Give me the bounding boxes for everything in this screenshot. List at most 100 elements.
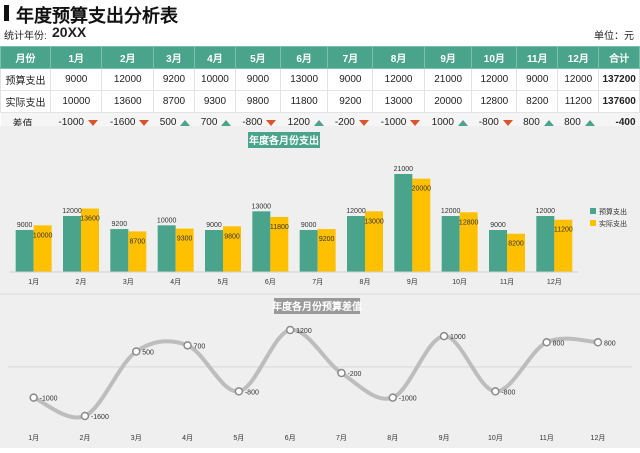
column-header: 合计 xyxy=(598,46,640,69)
diff-value: 700 xyxy=(200,117,218,129)
column-header: 2月 xyxy=(101,46,154,69)
table-header-row: 月份 1月 2月 3月 4月 5月 6月 7月 8月 9月 10月 11月 12… xyxy=(0,46,640,69)
table-row: 预算支出 9000 12000 9200 10000 9000 13000 90… xyxy=(0,68,640,91)
table-cell: 20000 xyxy=(423,90,473,113)
diff-point xyxy=(132,347,141,356)
bar-actual xyxy=(317,229,336,272)
column-header: 4月 xyxy=(193,46,236,69)
table-cell: 9200 xyxy=(152,68,195,91)
bar-actual xyxy=(412,178,431,272)
down-triangle-icon xyxy=(358,119,369,126)
diff-data-label: 1200 xyxy=(296,328,312,335)
x-tick-label: 9月 xyxy=(407,278,418,286)
up-triangle-icon xyxy=(543,119,554,126)
up-triangle-icon xyxy=(584,119,595,126)
diff-data-label: -800 xyxy=(245,389,259,396)
page-title: 年度预算支出分析表 xyxy=(16,6,178,26)
table-cell: 9000 xyxy=(516,68,559,91)
diff-data-label: 800 xyxy=(604,340,616,347)
diff-point xyxy=(388,393,397,402)
table-cell: 9000 xyxy=(234,68,281,91)
data-label-actual: 8700 xyxy=(130,238,146,245)
diff-data-label: 1000 xyxy=(450,334,466,341)
diff-value: 800 xyxy=(564,117,581,129)
x-tick-label: 4月 xyxy=(170,278,181,286)
data-label-actual: 11800 xyxy=(270,224,289,231)
column-header: 10月 xyxy=(471,46,518,69)
x-tick-label: 1月 xyxy=(28,278,39,286)
diff-point xyxy=(183,341,192,350)
data-label-actual: 20000 xyxy=(412,186,432,193)
table-cell: 11200 xyxy=(557,90,600,113)
x-tick-label: 7月 xyxy=(336,434,347,442)
line-chart-title: 年度各月份预算差值 xyxy=(272,300,362,313)
column-header: 9月 xyxy=(423,46,473,69)
column-header: 11月 xyxy=(516,46,559,69)
chart-title-bg xyxy=(248,132,320,148)
table-cell: 10000 xyxy=(193,68,236,91)
table-cell: 9000 xyxy=(49,68,103,91)
year-label: 统计年份: xyxy=(4,31,47,42)
bar-actual xyxy=(507,233,525,272)
data-label-actual: 9200 xyxy=(319,236,335,243)
up-triangle-icon xyxy=(313,119,324,126)
column-header: 1月 xyxy=(49,46,103,69)
diff-data-label: -800 xyxy=(501,389,515,396)
diff-point xyxy=(491,387,500,396)
bar-actual xyxy=(175,228,194,272)
table-cell: 13000 xyxy=(372,90,425,113)
table-cell: 12000 xyxy=(471,68,518,91)
budget-table: 月份 1月 2月 3月 4月 5月 6月 7月 8月 9月 10月 11月 12… xyxy=(0,46,640,133)
diff-point xyxy=(593,338,603,347)
bar-budget xyxy=(110,229,129,272)
data-label-budget: 12000 xyxy=(346,208,366,215)
diff-data-label: -1000 xyxy=(40,396,58,403)
bar-actual xyxy=(128,231,147,272)
bar-budget xyxy=(63,216,81,272)
table-cell: 8200 xyxy=(516,90,559,113)
table-cell: 11800 xyxy=(279,90,329,113)
diff-line xyxy=(31,327,600,420)
charts-svg: 年度各月份支出9000100001月12000136002月920087003月… xyxy=(0,132,640,442)
table-row: 实际支出 10000 13600 8700 9300 9800 11800 92… xyxy=(0,90,640,113)
column-header: 12月 xyxy=(557,46,600,69)
bar-actual xyxy=(81,208,99,272)
table-cell: 12000 xyxy=(557,68,600,91)
diff-value: 800 xyxy=(523,117,540,129)
data-label-budget: 9000 xyxy=(17,222,33,229)
x-tick-label: 6月 xyxy=(285,434,296,442)
row-total: 137200 xyxy=(598,68,640,91)
bar-budget xyxy=(441,216,460,272)
x-tick-label: 5月 xyxy=(218,278,229,286)
table-cell: 9000 xyxy=(327,68,374,91)
diff-value: -200 xyxy=(334,117,355,129)
legend-label-budget: 预算支出 xyxy=(599,207,627,216)
bar-actual xyxy=(365,211,383,272)
x-tick-label: 7月 xyxy=(312,278,323,286)
bar-actual xyxy=(33,225,52,272)
data-label-actual: 13000 xyxy=(364,218,384,225)
table-cell: 9200 xyxy=(327,90,374,113)
bar-actual xyxy=(459,212,478,272)
diff-value: 1000 xyxy=(431,117,454,129)
table-cell: 8700 xyxy=(152,90,195,113)
x-tick-label: 1月 xyxy=(28,434,39,442)
data-label-budget: 9000 xyxy=(490,222,506,229)
x-tick-label: 9月 xyxy=(439,434,450,442)
table-cell: 12000 xyxy=(101,68,154,91)
diff-value: -1600 xyxy=(109,117,136,129)
title-marker xyxy=(4,5,9,21)
bar-budget xyxy=(15,230,34,272)
data-label-actual: 10000 xyxy=(33,232,53,239)
data-label-actual: 9300 xyxy=(177,236,193,243)
data-label-actual: 11200 xyxy=(554,227,573,234)
diff-point xyxy=(234,387,244,396)
column-header: 8月 xyxy=(372,46,425,69)
up-triangle-icon xyxy=(221,119,232,126)
row-label: 实际支出 xyxy=(0,90,51,113)
x-tick-label: 5月 xyxy=(233,434,244,442)
x-tick-label: 12月 xyxy=(591,434,606,442)
diff-point xyxy=(285,325,295,335)
data-label-budget: 12000 xyxy=(536,208,556,215)
x-tick-label: 11月 xyxy=(540,434,554,442)
